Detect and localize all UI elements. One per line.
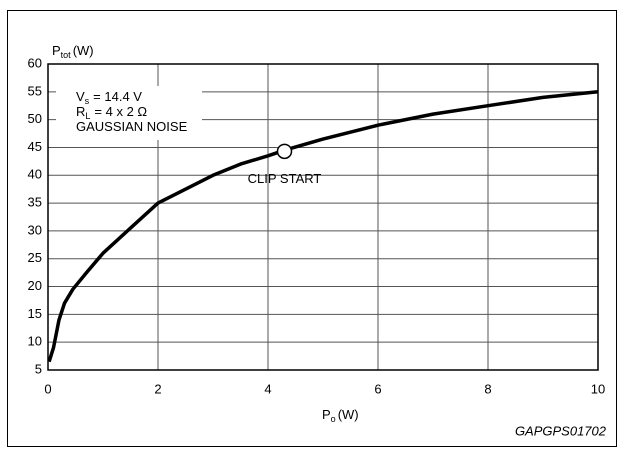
figure-code: GAPGPS01702 [515,423,607,438]
y-axis-label-symbol: P [52,43,61,58]
y-tick-label: 55 [28,83,42,98]
y-tick-label: 10 [28,334,42,349]
x-axis-label: Po (W) [322,407,359,424]
y-axis-label-unit: (W) [73,43,94,58]
x-tick-label: 2 [154,381,161,396]
note-symbol: R [76,104,85,119]
y-axis-label: Ptot (W) [52,43,94,60]
y-tick-label: 5 [35,361,42,376]
frame [7,10,617,447]
line [47,90,599,363]
x-tick-label: 0 [44,381,51,396]
x-axis-label-symbol: P [322,407,331,422]
x-axis-label-sub: o [331,414,336,424]
y-tick-label: 20 [28,278,42,293]
y-tick-label: 45 [28,139,42,154]
x-tick-label: 10 [591,381,605,396]
y-tick-label: 60 [28,55,42,70]
x-tick-label: 6 [374,381,381,396]
plot-border [47,63,599,371]
x-axis-label-unit: (W) [338,407,359,422]
y-tick-label: 15 [28,306,42,321]
clip-marker [276,143,293,160]
note-background [56,86,202,140]
note: Vs = 14.4 V [76,89,142,106]
note-symbol: V [76,89,85,104]
note-sub: s [85,96,90,106]
note-sub: L [85,111,90,121]
note: GAUSSIAN NOISE [76,119,188,134]
annotation: CLIP START [248,171,322,186]
x-tick-label: 8 [484,381,491,396]
note-rest: = 4 x 2 Ω [94,104,147,119]
y-tick-label: 35 [28,195,42,210]
y-tick-label: 40 [28,167,42,182]
y-tick-label: 50 [28,111,42,126]
y-axis-label-sub: tot [61,50,72,60]
note: RL = 4 x 2 Ω [76,104,147,121]
note-rest: = 14.4 V [93,89,142,104]
note-symbol: GAUSSIAN NOISE [76,119,188,134]
y-tick-label: 25 [28,250,42,265]
y-tick-label: 30 [28,222,42,237]
x-tick-label: 4 [264,381,271,396]
